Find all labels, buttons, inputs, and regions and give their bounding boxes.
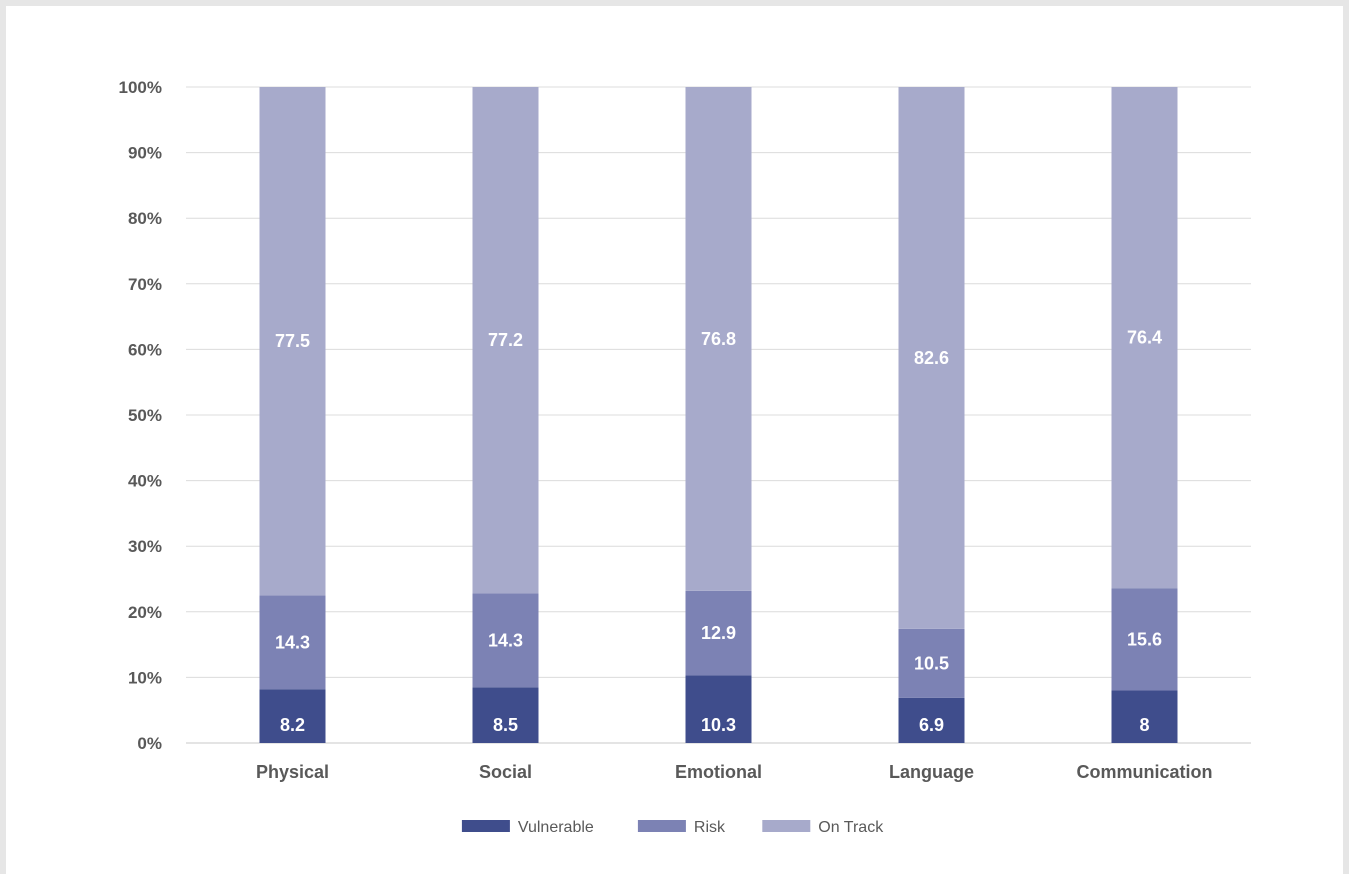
data-label: 76.8 <box>701 329 736 349</box>
legend-swatch-on-track <box>762 820 811 832</box>
x-category-label: Language <box>889 762 974 782</box>
x-axis-categories: Physical Social Emotional Language Communica… <box>256 762 1213 782</box>
y-tick-label: 90% <box>128 144 162 163</box>
y-axis-ticks: 0% 10% 20% 30% 40% 50% 60% 70% 80% 90% 100% <box>119 78 162 753</box>
data-label: 10.3 <box>701 715 736 735</box>
bar-segment-on-track <box>898 87 965 629</box>
data-label: 12.9 <box>701 623 736 643</box>
bar-segment-vulnerable <box>259 689 326 743</box>
bars <box>259 87 1178 743</box>
bar-segment-on-track <box>259 87 326 596</box>
bar-segment-on-track <box>685 87 752 591</box>
y-tick-label: 10% <box>128 668 162 687</box>
bar-segment-on-track <box>1111 87 1178 589</box>
y-tick-label: 70% <box>128 275 162 294</box>
bar-segment-vulnerable <box>685 675 752 743</box>
data-label: 14.3 <box>488 630 523 650</box>
data-label: 77.2 <box>488 330 523 350</box>
y-tick-label: 30% <box>128 537 162 556</box>
data-label: 8.2 <box>280 715 305 735</box>
bar-segment-vulnerable <box>1111 690 1178 743</box>
data-label: 8.5 <box>493 715 518 735</box>
y-tick-label: 50% <box>128 406 162 425</box>
x-category-label: Communication <box>1076 762 1212 782</box>
data-labels: 8.2 14.3 77.5 8.5 14.3 77.2 10.3 12.9 76.8 6.9 10.… <box>275 328 1162 735</box>
bar-segment-risk <box>259 595 326 690</box>
legend-label: Risk <box>694 819 726 836</box>
legend-label: Vulnerable <box>518 819 594 836</box>
legend-swatch-risk <box>637 820 686 832</box>
data-label: 6.9 <box>919 715 944 735</box>
bar-segment-vulnerable <box>898 697 965 743</box>
y-tick-label: 20% <box>128 603 162 622</box>
x-category-label: Physical <box>256 762 329 782</box>
y-tick-label: 60% <box>128 340 162 359</box>
data-label: 76.4 <box>1127 328 1162 348</box>
data-label: 10.5 <box>914 653 949 673</box>
bar-segment-on-track <box>472 87 539 594</box>
data-label: 15.6 <box>1127 629 1162 649</box>
legend-swatch-vulnerable <box>461 820 510 832</box>
legend: Vulnerable Risk On Track <box>461 819 884 836</box>
y-tick-label: 80% <box>128 209 162 228</box>
data-label: 82.6 <box>914 348 949 368</box>
bar-segment-risk <box>685 590 752 676</box>
data-label: 14.3 <box>275 632 310 652</box>
legend-label: On Track <box>818 819 884 836</box>
x-category-label: Social <box>479 762 532 782</box>
y-tick-label: 40% <box>128 472 162 491</box>
data-label: 8 <box>1139 715 1149 735</box>
x-category-label: Emotional <box>675 762 762 782</box>
data-label: 77.5 <box>275 331 310 351</box>
y-tick-label: 0% <box>137 734 162 753</box>
bar-segment-risk <box>472 593 539 688</box>
y-tick-label: 100% <box>119 78 162 97</box>
bar-segment-risk <box>898 628 965 698</box>
bar-segment-vulnerable <box>472 687 539 743</box>
bar-segment-risk <box>1111 588 1178 691</box>
